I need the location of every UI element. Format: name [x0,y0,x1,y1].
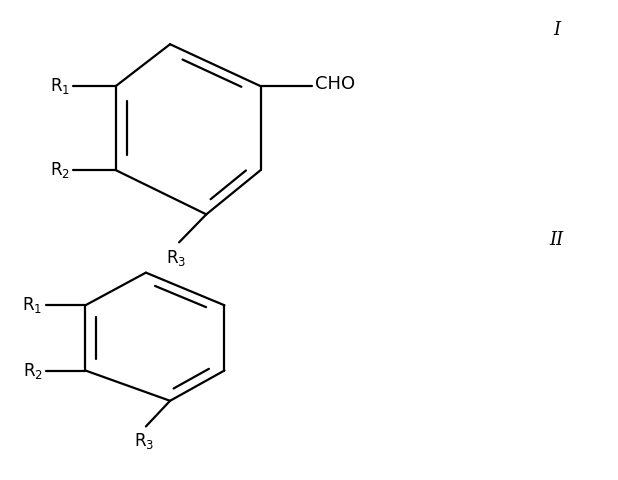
Text: II: II [549,231,564,249]
Text: R$_2$: R$_2$ [50,160,70,180]
Text: R$_1$: R$_1$ [49,76,70,96]
Text: R$_3$: R$_3$ [134,431,154,451]
Text: CHO: CHO [315,75,355,93]
Text: R$_1$: R$_1$ [22,295,43,315]
Text: R$_2$: R$_2$ [23,360,43,381]
Text: I: I [553,21,561,39]
Text: R$_3$: R$_3$ [166,248,186,268]
